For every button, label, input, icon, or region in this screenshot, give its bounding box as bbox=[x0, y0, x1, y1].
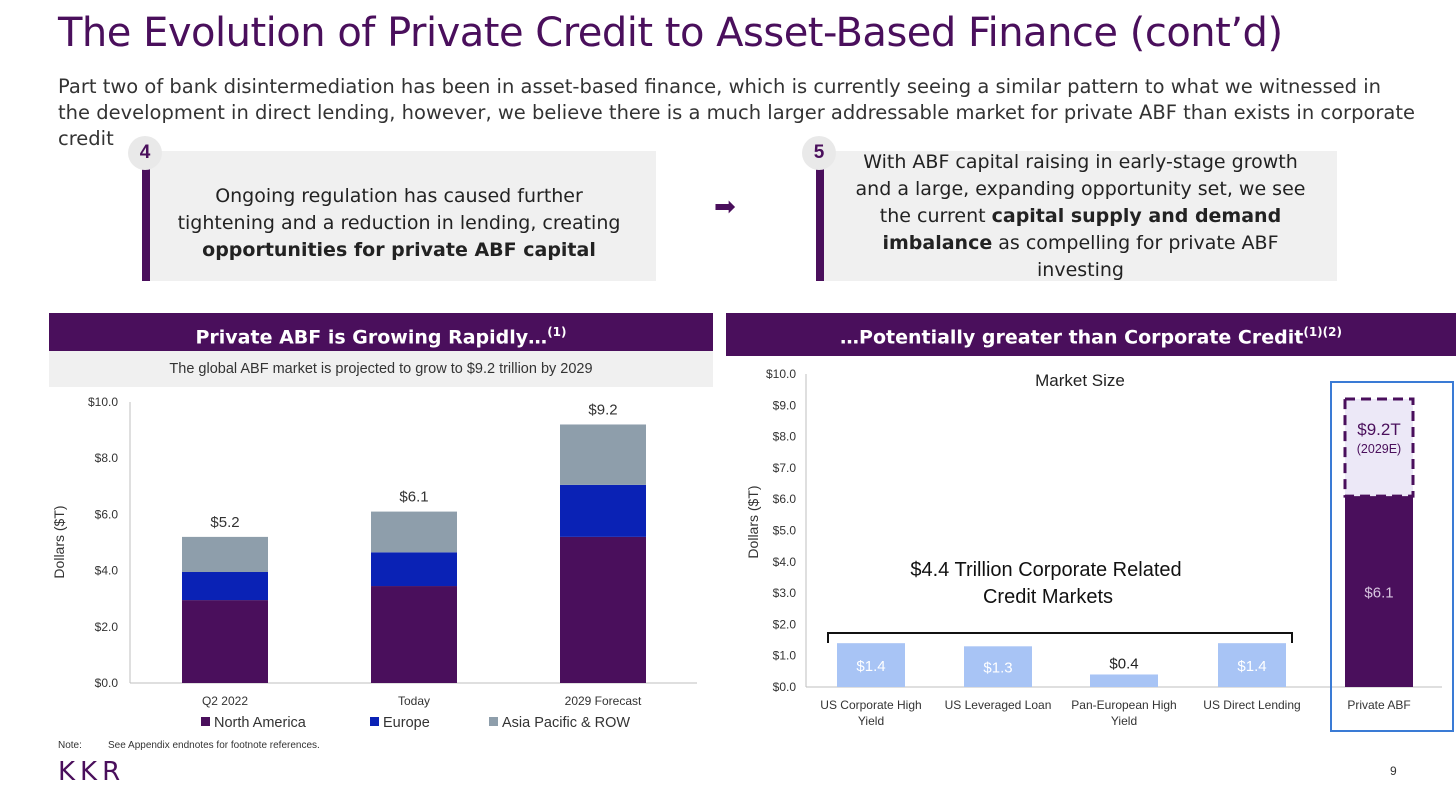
x-tick-label: Pan-European High bbox=[1071, 698, 1176, 712]
callout-text-regular: Ongoing regulation has caused further ti… bbox=[177, 184, 621, 234]
callout-accent-bar bbox=[816, 169, 824, 281]
y-tick-label: $2.0 bbox=[95, 620, 119, 634]
bar-segment-north-america bbox=[182, 600, 268, 683]
bar-us-direct-lending bbox=[1218, 643, 1286, 687]
chart-title: Market Size bbox=[1035, 371, 1125, 390]
bar-us-corporate-high-yield bbox=[837, 643, 905, 687]
callout-number-4: 4 bbox=[128, 136, 162, 170]
bar-segment-north-america bbox=[560, 536, 646, 683]
y-tick-label: $4.0 bbox=[95, 564, 119, 578]
y-tick-label: $3.0 bbox=[773, 586, 797, 600]
projected-value-label: $9.2T bbox=[1357, 420, 1400, 439]
bar-segment-asia-pacific-row bbox=[371, 511, 457, 553]
kkr-logo: KKR bbox=[58, 757, 126, 787]
footnote: Note: See Appendix endnotes for footnote … bbox=[58, 740, 320, 751]
y-tick-label: $1.0 bbox=[773, 649, 797, 663]
y-tick-label: $0.0 bbox=[95, 676, 119, 690]
legend-swatch bbox=[489, 717, 498, 726]
bar-us-leveraged-loan bbox=[964, 646, 1032, 687]
projected-2029-box bbox=[1343, 397, 1415, 498]
bar-value-label: $1.3 bbox=[983, 660, 1012, 677]
x-tick-label: 2029 Forecast bbox=[565, 694, 642, 708]
y-tick-label: $10.0 bbox=[766, 367, 796, 381]
bar-value-label: $6.1 bbox=[1364, 585, 1393, 602]
y-tick-label: $7.0 bbox=[773, 461, 797, 475]
page-title: The Evolution of Private Credit to Asset… bbox=[58, 10, 1283, 56]
bar-total-label: $9.2 bbox=[588, 401, 617, 418]
bar-value-label: $0.4 bbox=[1109, 655, 1138, 672]
bar-total-label: $5.2 bbox=[210, 514, 239, 531]
bar-segment-north-america bbox=[371, 586, 457, 683]
callout-accent-bar bbox=[142, 169, 150, 281]
bracket-label-line-2: Credit Markets bbox=[983, 586, 1113, 608]
y-tick-label: $5.0 bbox=[773, 524, 797, 538]
right-panel-header-text: …Potentially greater than Corporate Cred… bbox=[840, 326, 1304, 349]
bar-segment-europe bbox=[560, 484, 646, 537]
left-panel-band: The global ABF market is projected to gr… bbox=[49, 351, 713, 387]
footnote-text: See Appendix endnotes for footnote refer… bbox=[108, 740, 320, 751]
callout-text-bold: capital supply and demand imbalance bbox=[882, 204, 1282, 254]
footnote-label: Note: bbox=[58, 740, 82, 751]
callout-text: Ongoing regulation has caused further ti… bbox=[172, 169, 626, 264]
callout-text-bold: opportunities for private ABF capital bbox=[202, 238, 596, 261]
left-panel-header-footnote: (1) bbox=[547, 325, 567, 339]
projected-year-label: (2029E) bbox=[1357, 442, 1401, 456]
left-panel-header-text: Private ABF is Growing Rapidly… bbox=[195, 326, 548, 349]
y-axis-title: Dollars ($T) bbox=[745, 485, 761, 558]
right-panel-header: …Potentially greater than Corporate Cred… bbox=[726, 313, 1456, 357]
x-tick-label: Yield bbox=[858, 714, 884, 728]
y-tick-label: $8.0 bbox=[95, 451, 119, 465]
abf-growth-chart: $0.0 $2.0 $4.0 $6.0 $8.0 $10.0 $5.2 Q2 2022 $6.… bbox=[51, 395, 697, 731]
callout-regulation: Ongoing regulation has caused further ti… bbox=[142, 151, 656, 281]
bar-value-label: $1.4 bbox=[1237, 658, 1266, 675]
callout-number-5: 5 bbox=[802, 136, 836, 170]
bar-segment-asia-pacific-row bbox=[560, 424, 646, 485]
arrow-right-icon: ➡ bbox=[714, 192, 736, 222]
y-tick-label: $6.0 bbox=[773, 492, 797, 506]
private-abf-highlight-box bbox=[1330, 381, 1454, 732]
page-subtitle: Part two of bank disintermediation has b… bbox=[58, 75, 1415, 150]
legend-swatch bbox=[370, 717, 379, 726]
y-tick-label: $0.0 bbox=[773, 680, 797, 694]
bar-value-label: $1.4 bbox=[856, 658, 885, 675]
y-tick-label: $4.0 bbox=[773, 555, 797, 569]
callout-text-regular-end: as compelling for private ABF investing bbox=[992, 231, 1279, 281]
bar-segment-europe bbox=[182, 572, 268, 601]
y-axis-title: Dollars ($T) bbox=[51, 505, 67, 578]
y-tick-label: $6.0 bbox=[95, 507, 119, 521]
legend-swatch bbox=[201, 717, 210, 726]
callout-text: With ABF capital raising in early-stage … bbox=[846, 149, 1315, 284]
legend-label: North America bbox=[214, 715, 307, 731]
page-number: 9 bbox=[1390, 764, 1397, 778]
bar-segment-asia-pacific-row bbox=[182, 536, 268, 573]
y-tick-label: $8.0 bbox=[773, 430, 797, 444]
legend-label: Europe bbox=[383, 715, 430, 731]
x-tick-label: Private ABF bbox=[1347, 698, 1410, 712]
x-tick-label: US Direct Lending bbox=[1203, 698, 1300, 712]
x-tick-label: Q2 2022 bbox=[202, 694, 248, 708]
y-tick-label: $10.0 bbox=[88, 395, 118, 409]
bar-private-abf bbox=[1345, 496, 1413, 687]
y-tick-label: $9.0 bbox=[773, 398, 797, 412]
callout-capital-imbalance: With ABF capital raising in early-stage … bbox=[816, 151, 1337, 281]
bar-total-label: $6.1 bbox=[399, 489, 428, 506]
x-tick-label: Yield bbox=[1111, 714, 1137, 728]
y-tick-label: $2.0 bbox=[773, 617, 797, 631]
bar-segment-europe bbox=[371, 552, 457, 587]
x-tick-label: US Corporate High bbox=[820, 698, 921, 712]
left-panel-header: Private ABF is Growing Rapidly…(1) bbox=[49, 313, 713, 357]
right-panel-header-footnote: (1)(2) bbox=[1303, 325, 1342, 339]
callout-text-regular: With ABF capital raising in early-stage … bbox=[855, 150, 1306, 227]
x-tick-label: Today bbox=[398, 694, 430, 708]
x-tick-label: US Leveraged Loan bbox=[945, 698, 1052, 712]
market-size-chart: $0.0 $1.0 $2.0 $3.0 $4.0 $5.0 $6.0 $7.0 $8.0 $9.0… bbox=[745, 367, 1454, 732]
corporate-credit-bracket bbox=[827, 632, 1293, 643]
bracket-label-line-1: $4.4 Trillion Corporate Related bbox=[910, 559, 1181, 581]
bar-pan-european-high-yield bbox=[1090, 674, 1158, 687]
legend-label: Asia Pacific & ROW bbox=[502, 715, 630, 731]
